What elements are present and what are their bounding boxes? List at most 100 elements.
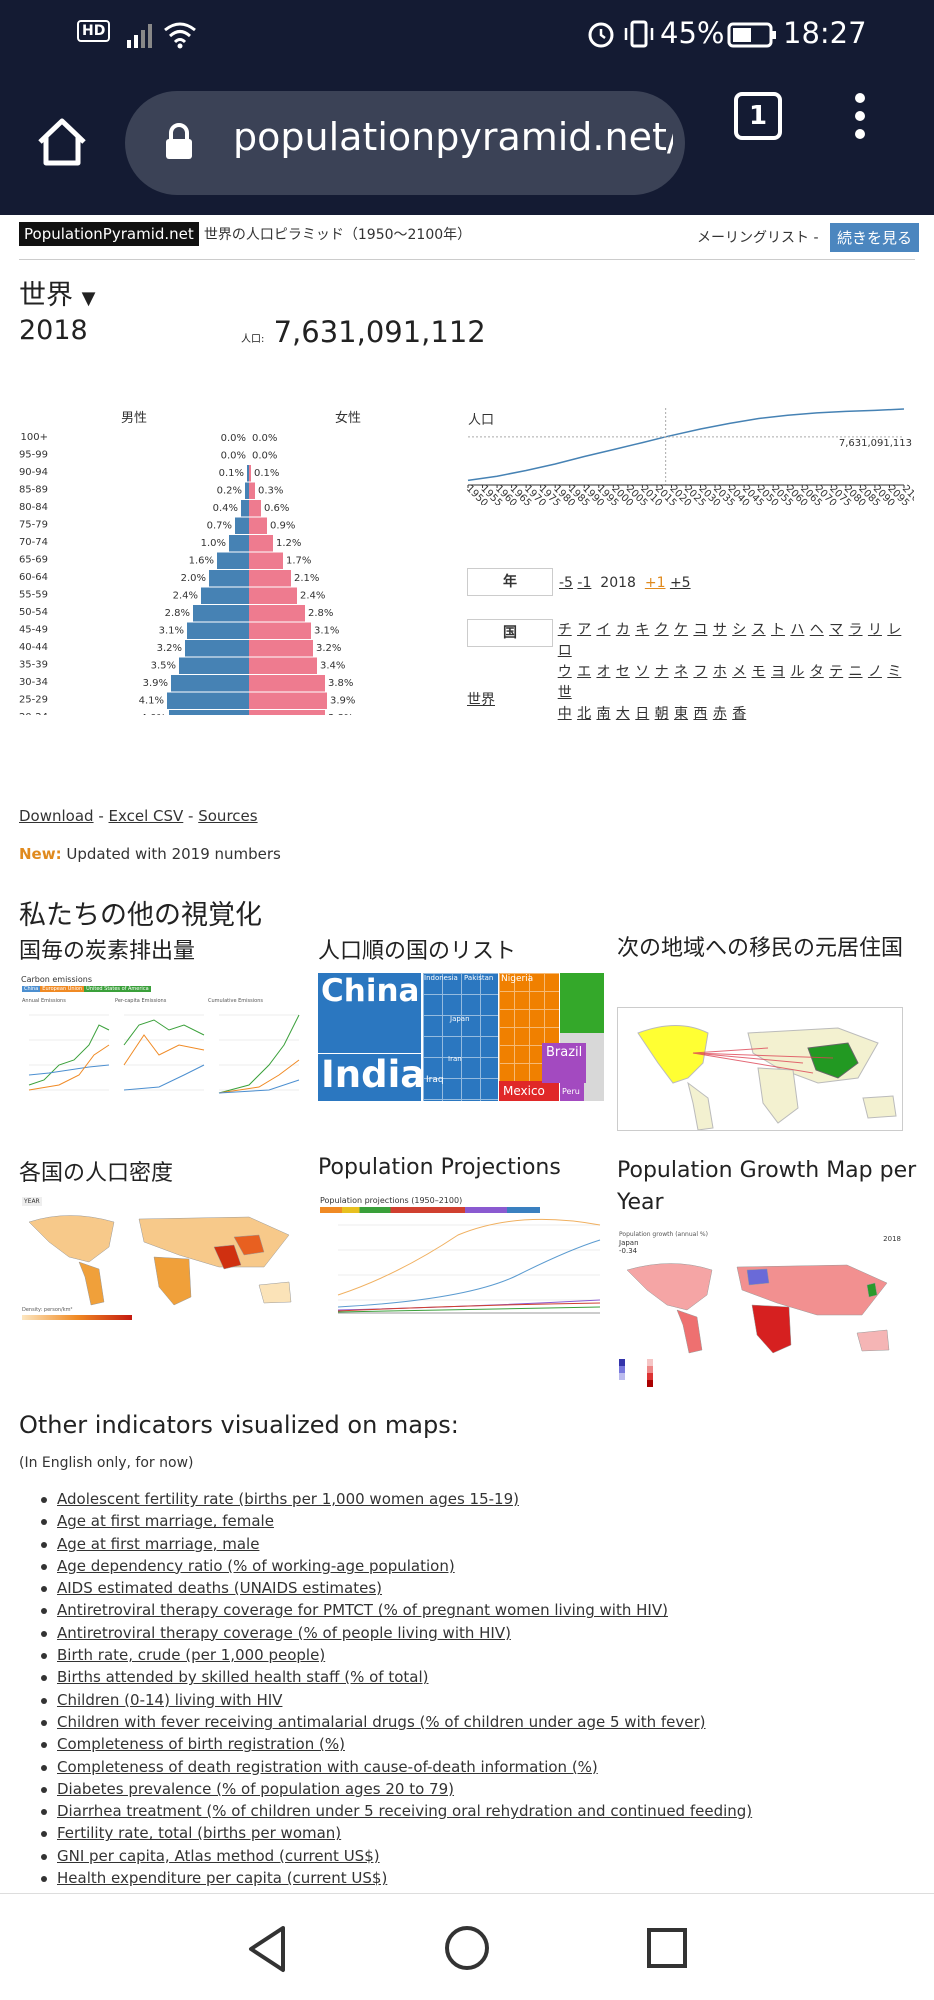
region-selector[interactable]: 世界 ▼	[19, 273, 95, 312]
indicator-link[interactable]: Birth rate, crude (per 1,000 people)	[57, 1646, 326, 1665]
country-letter-link[interactable]: 世	[557, 685, 572, 701]
sources-link[interactable]: Sources	[198, 807, 258, 825]
country-letter-link[interactable]: 東	[674, 706, 689, 722]
year-plus1-link[interactable]: +1	[644, 575, 666, 591]
growth-map-thumbnail[interactable]: Population growth (annual %) Japan -0.34…	[617, 1229, 903, 1389]
country-letter-link[interactable]: モ	[751, 664, 766, 680]
year-minus5-link[interactable]: -5	[559, 575, 573, 591]
vis-title-density[interactable]: 各国の人口密度	[19, 1161, 174, 1186]
country-letter-link[interactable]: 南	[596, 706, 611, 722]
url-text[interactable]: populationpyramid.net/	[233, 115, 673, 159]
country-letter-link[interactable]: ア	[577, 622, 592, 638]
indicator-link[interactable]: Age at first marriage, male	[57, 1534, 260, 1553]
country-letter-link[interactable]: ミ	[887, 664, 902, 680]
menu-kebab-icon[interactable]	[848, 90, 872, 142]
world-link[interactable]: 世界	[467, 692, 495, 708]
more-button[interactable]: 続きを見る	[830, 223, 920, 252]
country-letter-link[interactable]: 朝	[654, 706, 669, 722]
excel-csv-link[interactable]: Excel CSV	[108, 807, 184, 825]
indicator-link[interactable]: Age dependency ratio (% of working-age p…	[57, 1556, 455, 1575]
indicator-link[interactable]: Completeness of birth registration (%)	[57, 1735, 345, 1754]
country-letter-link[interactable]: オ	[596, 664, 611, 680]
density-thumbnail[interactable]: YEAR Density: person/km²	[19, 1195, 305, 1323]
country-letter-link[interactable]: 西	[693, 706, 708, 722]
tabs-button[interactable]: 1	[734, 92, 782, 140]
indicator-link[interactable]: GNI per capita, Atlas method (current US…	[57, 1846, 380, 1865]
indicator-link[interactable]: Children with fever receiving antimalari…	[57, 1712, 706, 1731]
country-letter-link[interactable]: メ	[732, 664, 747, 680]
male-percent-label: 0.2%	[217, 486, 242, 497]
indicator-link[interactable]: Diarrhea treatment (% of children under …	[57, 1802, 753, 1821]
indicator-link[interactable]: Antiretroviral therapy coverage for PMTC…	[57, 1601, 668, 1620]
country-letter-link[interactable]: 日	[635, 706, 650, 722]
indicator-link[interactable]: Health expenditure per capita (current U…	[57, 1869, 388, 1888]
country-letter-link[interactable]: ソ	[635, 664, 650, 680]
country-letter-link[interactable]: 北	[577, 706, 592, 722]
download-link[interactable]: Download	[19, 807, 94, 825]
treemap-thumbnail[interactable]: China India Indonesia Pakistan Japan Ira…	[318, 973, 604, 1101]
country-letter-link[interactable]: ウ	[557, 664, 572, 680]
country-letter-link[interactable]: ケ	[674, 622, 689, 638]
country-letter-link[interactable]: 赤	[712, 706, 727, 722]
vis-title-country-list[interactable]: 人口順の国のリスト	[318, 939, 517, 964]
country-letter-link[interactable]: ネ	[674, 664, 689, 680]
indicator-link[interactable]: Births attended by skilled health staff …	[57, 1668, 429, 1687]
country-letter-link[interactable]: レ	[887, 622, 902, 638]
migration-map-thumbnail[interactable]	[617, 1007, 903, 1131]
recents-icon[interactable]	[645, 1926, 689, 1970]
vis-title-migration[interactable]: 次の地域への移民の元居住国	[617, 936, 904, 961]
indicator-link[interactable]: Diabetes prevalence (% of population age…	[57, 1779, 454, 1798]
country-letter-link[interactable]: ス	[751, 622, 766, 638]
country-letter-link[interactable]: ヘ	[809, 622, 824, 638]
vis-title-projections[interactable]: Population Projections	[318, 1155, 561, 1180]
indicator-link[interactable]: Age at first marriage, female	[57, 1512, 274, 1531]
country-letter-link[interactable]: タ	[809, 664, 824, 680]
site-logo[interactable]: PopulationPyramid.net	[19, 222, 199, 246]
country-letter-link[interactable]: カ	[615, 622, 630, 638]
year-minus1-link[interactable]: -1	[577, 575, 592, 591]
country-letter-link[interactable]: ホ	[712, 664, 727, 680]
home-nav-icon[interactable]	[443, 1924, 491, 1972]
country-letter-link[interactable]: ナ	[654, 664, 669, 680]
country-letter-link[interactable]: ハ	[790, 622, 805, 638]
back-icon[interactable]	[245, 1924, 289, 1974]
carbon-thumbnail[interactable]: Carbon emissions China European Union Unit…	[19, 973, 303, 1101]
address-bar[interactable]: populationpyramid.net/	[125, 91, 685, 195]
indicator-link[interactable]: Fertility rate, total (births per woman)	[57, 1824, 342, 1843]
year-plus5-link[interactable]: +5	[669, 575, 691, 591]
indicator-link[interactable]: Adolescent fertility rate (births per 1,…	[57, 1490, 519, 1508]
home-icon[interactable]	[36, 116, 88, 168]
country-letter-link[interactable]: 大	[615, 706, 630, 722]
indicator-link[interactable]: Children (0-14) living with HIV	[57, 1690, 283, 1709]
country-letter-link[interactable]: 香	[732, 706, 747, 722]
country-letter-link[interactable]: ロ	[557, 643, 572, 659]
age-label: 25-29	[19, 695, 48, 706]
country-letter-link[interactable]: サ	[712, 622, 727, 638]
country-letter-link[interactable]: ニ	[848, 664, 863, 680]
country-letter-link[interactable]: ル	[790, 664, 805, 680]
country-letter-link[interactable]: ト	[770, 622, 785, 638]
indicator-link[interactable]: Completeness of death registration with …	[57, 1757, 598, 1776]
country-letter-link[interactable]: テ	[829, 664, 844, 680]
country-letter-link[interactable]: ク	[654, 622, 669, 638]
vis-title-carbon[interactable]: 国毎の炭素排出量	[19, 939, 196, 964]
country-letter-link[interactable]: チ	[557, 622, 572, 638]
projections-thumbnail[interactable]: Population projections (1950–2100)	[318, 1195, 604, 1323]
country-letter-link[interactable]: フ	[693, 664, 708, 680]
country-letter-link[interactable]: セ	[615, 664, 630, 680]
indicator-link[interactable]: Antiretroviral therapy coverage (% of pe…	[57, 1623, 511, 1642]
country-letter-link[interactable]: 中	[557, 706, 572, 722]
country-letter-link[interactable]: ノ	[867, 664, 882, 680]
country-letter-link[interactable]: マ	[829, 622, 844, 638]
country-letter-link[interactable]: イ	[596, 622, 611, 638]
country-letter-link[interactable]: リ	[867, 622, 882, 638]
female-bar	[249, 482, 255, 499]
vis-title-growth[interactable]: Population Growth Map per Year	[617, 1158, 917, 1215]
country-letter-link[interactable]: ラ	[848, 622, 863, 638]
indicator-link[interactable]: AIDS estimated deaths (UNAIDS estimates)	[57, 1579, 382, 1598]
country-letter-link[interactable]: エ	[577, 664, 592, 680]
country-letter-link[interactable]: ヨ	[770, 664, 785, 680]
country-letter-link[interactable]: コ	[693, 622, 708, 638]
country-letter-link[interactable]: シ	[732, 622, 747, 638]
country-letter-link[interactable]: キ	[635, 622, 650, 638]
